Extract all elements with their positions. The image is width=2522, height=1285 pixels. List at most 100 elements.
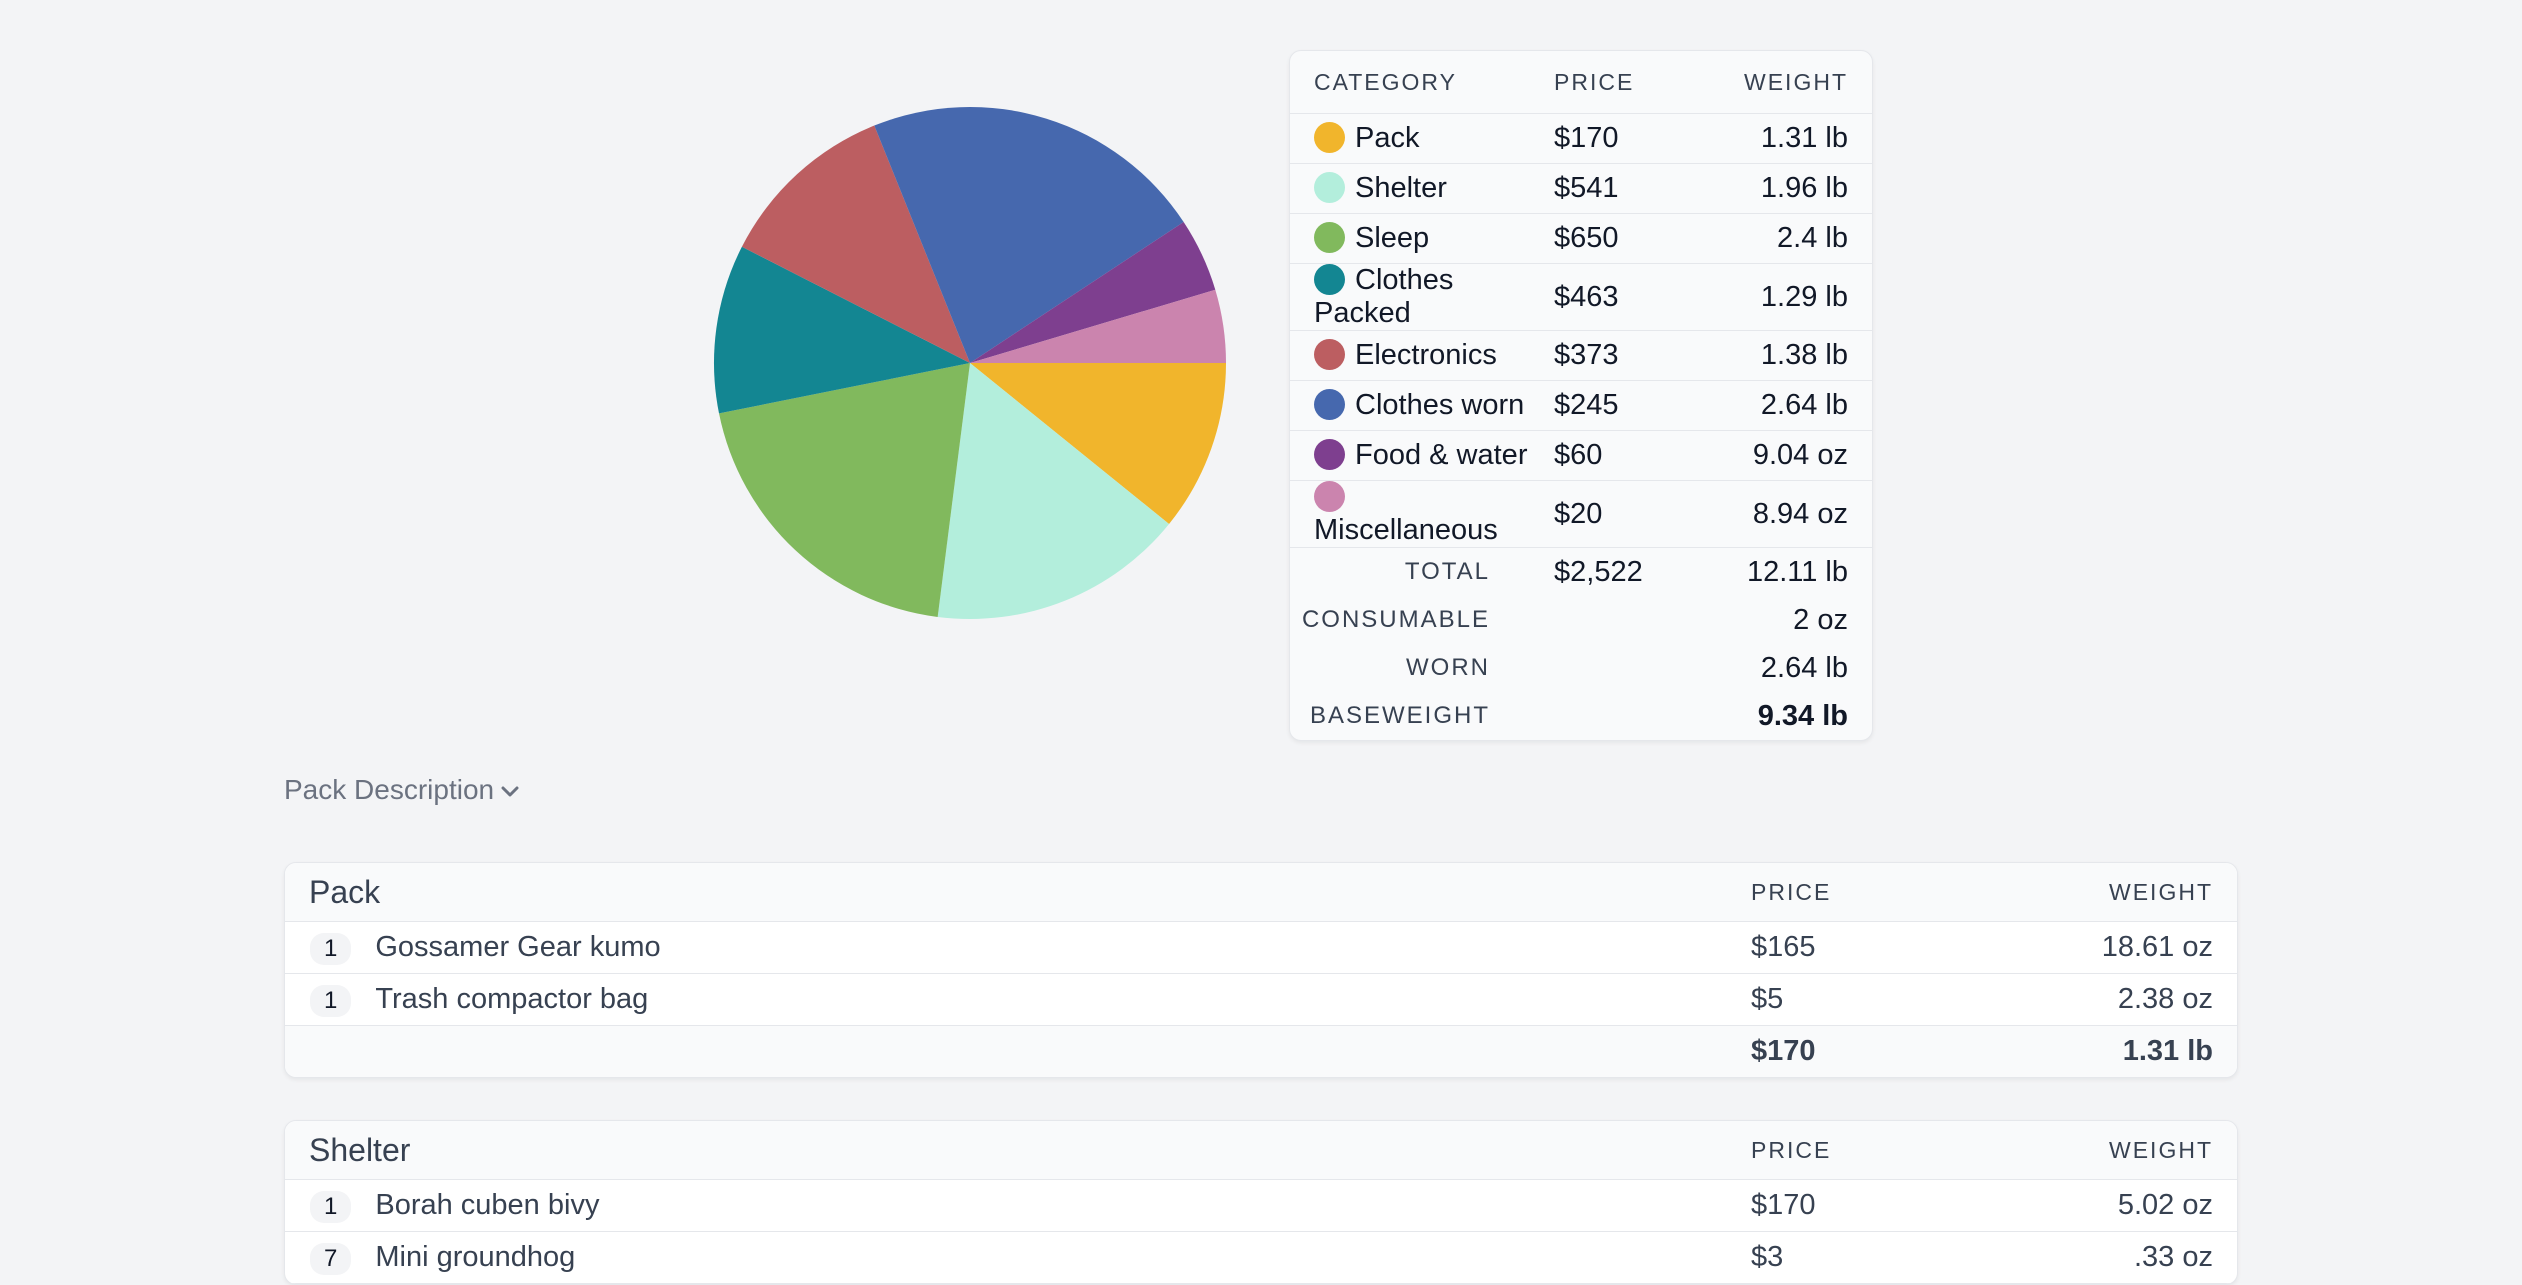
total-row: TOTAL $2,522 12.11 lb [1290,548,1872,597]
category-name: Clothes worn [1355,389,1525,421]
item-price: $5 [1750,973,2012,1026]
price-column-header: PRICE [1530,51,1674,114]
category-color-swatch [1314,438,1345,470]
total-label: TOTAL [1404,558,1490,585]
category-total-weight: 1.31 lb [2012,1025,2237,1077]
item-price: $170 [1750,1179,2012,1232]
category-price: $60 [1530,430,1674,481]
item-name[interactable]: Trash compactor bag [375,982,649,1015]
pie-slice-clothes-packed [714,246,970,414]
pie-slice-clothes-worn [874,107,1184,363]
category-name[interactable]: Shelter [285,1121,1750,1180]
category-row: Food & water $60 9.04 oz [1290,430,1872,481]
category-color-swatch [1314,338,1345,370]
pack-description-toggle[interactable]: Pack Description [284,774,520,806]
item-price: $3 [1750,1231,2012,1284]
category-table-shelter: Shelter PRICE WEIGHT 1 Borah cuben bivy $… [284,1120,2238,1285]
category-weight: 2.4 lb [1674,213,1872,264]
category-name: Clothes Packed [1314,264,1454,329]
category-price: $463 [1530,263,1674,331]
pack-description-label: Pack Description [284,774,495,805]
item-name[interactable]: Mini groundhog [375,1240,576,1273]
weight-column-header: WEIGHT [2012,863,2237,922]
category-row: Sleep $650 2.4 lb [1290,213,1872,264]
weight-column-header: WEIGHT [2012,1121,2237,1180]
category-table-pack: Pack PRICE WEIGHT 1 Gossamer Gear kumo $1… [284,862,2238,1078]
worn-weight: 2.64 lb [1760,651,1848,684]
category-row: Shelter $541 1.96 lb [1290,163,1872,214]
category-price: $650 [1530,213,1674,264]
worn-label: WORN [1406,654,1490,681]
item-weight: 18.61 oz [2012,921,2237,974]
item-price: $165 [1750,921,2012,974]
category-name: Electronics [1355,339,1497,371]
table-row[interactable]: 7 Mini groundhog $3 .33 oz [285,1231,2237,1284]
chevron-down-icon [500,779,520,805]
quantity-badge[interactable]: 1 [310,1190,352,1223]
category-total-price: $170 [1750,1025,2012,1077]
price-column-header: PRICE [1750,1121,2012,1180]
pie-slice-pack [970,363,1226,524]
category-row: Clothes worn $245 2.64 lb [1290,380,1872,431]
baseweight-label: BASEWEIGHT [1309,702,1490,729]
category-weight: 1.96 lb [1674,163,1872,214]
category-summary-table: CATEGORY PRICE WEIGHT Pack $170 1.31 lb She… [1289,50,1873,741]
category-weight: 2.64 lb [1674,380,1872,431]
category-row: Miscellaneous $20 8.94 oz [1290,480,1872,548]
item-name[interactable]: Gossamer Gear kumo [375,930,661,963]
category-color-swatch [1314,171,1345,203]
table-row[interactable]: 1 Trash compactor bag $5 2.38 oz [285,973,2237,1026]
category-weight: 9.04 oz [1674,430,1872,481]
total-price: $2,522 [1554,555,1643,588]
item-weight: 2.38 oz [2012,973,2237,1026]
category-color-swatch [1314,263,1345,295]
category-row: Clothes Packed $463 1.29 lb [1290,263,1872,331]
price-column-header: PRICE [1750,863,2012,922]
item-weight: .33 oz [2012,1231,2237,1284]
category-name: Sleep [1355,222,1430,254]
table-row[interactable]: 1 Borah cuben bivy $170 5.02 oz [285,1179,2237,1232]
category-color-swatch [1314,480,1345,512]
category-price: $20 [1530,480,1674,548]
baseweight-weight: 9.34 lb [1757,699,1848,732]
consumable-weight: 2 oz [1793,603,1848,636]
baseweight-row: BASEWEIGHT 9.34 lb [1290,692,1872,740]
category-weight: 8.94 oz [1674,480,1872,548]
consumable-row: CONSUMABLE 2 oz [1290,596,1872,644]
category-weight: 1.38 lb [1674,330,1872,381]
worn-row: WORN 2.64 lb [1290,644,1872,692]
category-name: Miscellaneous [1314,514,1498,546]
total-weight: 12.11 lb [1746,555,1848,588]
category-price: $541 [1530,163,1674,214]
category-color-swatch [1314,221,1345,253]
pie-slice-sleep [719,363,970,617]
category-weight: 1.31 lb [1674,113,1872,164]
category-pie-chart [714,107,1226,619]
category-name: Pack [1355,122,1420,154]
item-weight: 5.02 oz [2012,1179,2237,1232]
pie-slice-shelter [937,363,1170,619]
pie-slice-electronics [741,125,970,363]
category-name: Food & water [1355,439,1528,471]
category-price: $245 [1530,380,1674,431]
quantity-badge[interactable]: 1 [310,932,352,965]
pie-slice-food-water [970,221,1216,363]
quantity-badge[interactable]: 7 [310,1242,352,1275]
category-weight: 1.29 lb [1674,263,1872,331]
quantity-badge[interactable]: 1 [310,984,352,1017]
category-color-swatch [1314,121,1345,153]
category-color-swatch [1314,388,1345,420]
category-name: Shelter [1355,172,1447,204]
consumable-label: CONSUMABLE [1301,606,1490,633]
category-price: $170 [1530,113,1674,164]
category-name[interactable]: Pack [285,863,1750,922]
category-row: Electronics $373 1.38 lb [1290,330,1872,381]
category-total-row: $170 1.31 lb [285,1025,2237,1077]
pie-slice-miscellaneous [970,289,1226,363]
category-row: Pack $170 1.31 lb [1290,113,1872,164]
category-column-header: CATEGORY [1290,51,1530,114]
item-name[interactable]: Borah cuben bivy [375,1188,600,1221]
category-price: $373 [1530,330,1674,381]
weight-column-header: WEIGHT [1674,51,1872,114]
table-row[interactable]: 1 Gossamer Gear kumo $165 18.61 oz [285,921,2237,974]
